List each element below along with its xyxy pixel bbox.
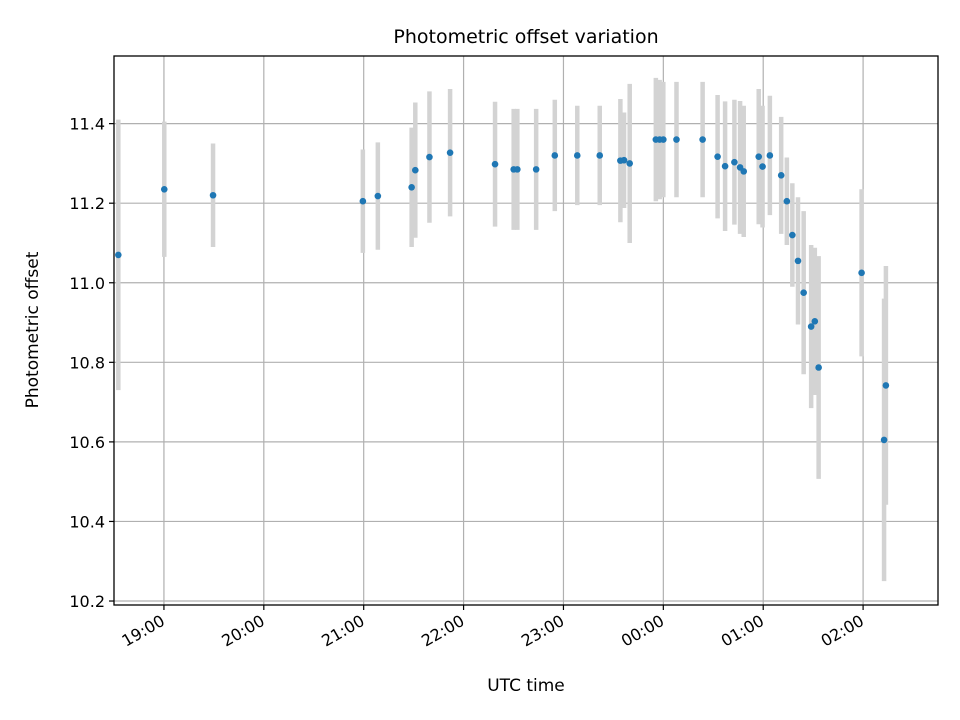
y-tick-label: 10.6 bbox=[69, 433, 105, 452]
data-point bbox=[759, 163, 766, 170]
data-point bbox=[673, 136, 680, 143]
x-tick-label: 21:00 bbox=[318, 611, 367, 651]
x-tick-label: 02:00 bbox=[818, 611, 867, 651]
data-point bbox=[626, 160, 634, 167]
data-point bbox=[807, 323, 815, 330]
data-point bbox=[374, 192, 382, 200]
data-point bbox=[426, 153, 433, 161]
x-axis-label: UTC time bbox=[487, 676, 565, 696]
data-point bbox=[160, 185, 168, 193]
data-point bbox=[573, 152, 581, 159]
data-point bbox=[714, 153, 721, 160]
data-point bbox=[789, 231, 796, 239]
x-tick-label: 23:00 bbox=[518, 611, 567, 651]
data-point bbox=[783, 197, 791, 205]
data-point bbox=[880, 436, 888, 444]
data-point bbox=[721, 162, 729, 170]
data-point bbox=[660, 136, 667, 143]
data-point bbox=[731, 158, 738, 166]
data-point bbox=[446, 149, 454, 156]
data-point bbox=[794, 257, 802, 265]
chart-title: Photometric offset variation bbox=[393, 26, 658, 48]
data-point bbox=[115, 251, 122, 259]
y-tick-label: 10.4 bbox=[69, 512, 105, 531]
data-point bbox=[699, 136, 706, 143]
data-point bbox=[551, 152, 559, 159]
plot-frame bbox=[113, 55, 939, 606]
data-point bbox=[596, 152, 604, 159]
y-axis-ticks: 10.2 10.4 10.6 10.8 11.0 11.2 11.4 bbox=[69, 115, 114, 611]
data-point bbox=[755, 153, 763, 160]
data-point bbox=[740, 168, 748, 175]
data-point bbox=[800, 289, 807, 297]
x-tick-label: 01:00 bbox=[718, 611, 767, 651]
data-point bbox=[620, 156, 628, 164]
data-point bbox=[811, 318, 819, 325]
y-tick-label: 11.2 bbox=[69, 194, 105, 213]
y-tick-label: 10.8 bbox=[69, 353, 105, 372]
data-point bbox=[815, 364, 822, 371]
data-point bbox=[532, 166, 540, 173]
data-point bbox=[412, 166, 419, 174]
data-point bbox=[882, 382, 890, 389]
y-tick-label: 11.4 bbox=[69, 115, 105, 134]
x-tick-label: 20:00 bbox=[218, 611, 267, 651]
x-tick-label: 00:00 bbox=[618, 611, 667, 651]
data-point bbox=[491, 160, 499, 168]
x-axis-ticks: 19:00 20:00 21:00 22:00 23:00 00:00 01:00 02:00 bbox=[119, 605, 867, 651]
data-points bbox=[115, 136, 890, 444]
data-point bbox=[514, 166, 521, 173]
data-point bbox=[777, 172, 785, 179]
y-tick-label: 10.2 bbox=[69, 592, 105, 611]
x-tick-label: 19:00 bbox=[119, 611, 168, 651]
data-point bbox=[209, 191, 217, 199]
grid-layer bbox=[114, 56, 938, 605]
x-tick-label: 22:00 bbox=[418, 611, 467, 651]
data-point bbox=[766, 152, 774, 159]
data-point bbox=[858, 269, 865, 277]
data-point bbox=[408, 183, 415, 191]
data-point bbox=[359, 197, 367, 205]
y-tick-label: 11.0 bbox=[69, 274, 105, 293]
y-axis-label: Photometric offset bbox=[23, 251, 43, 408]
